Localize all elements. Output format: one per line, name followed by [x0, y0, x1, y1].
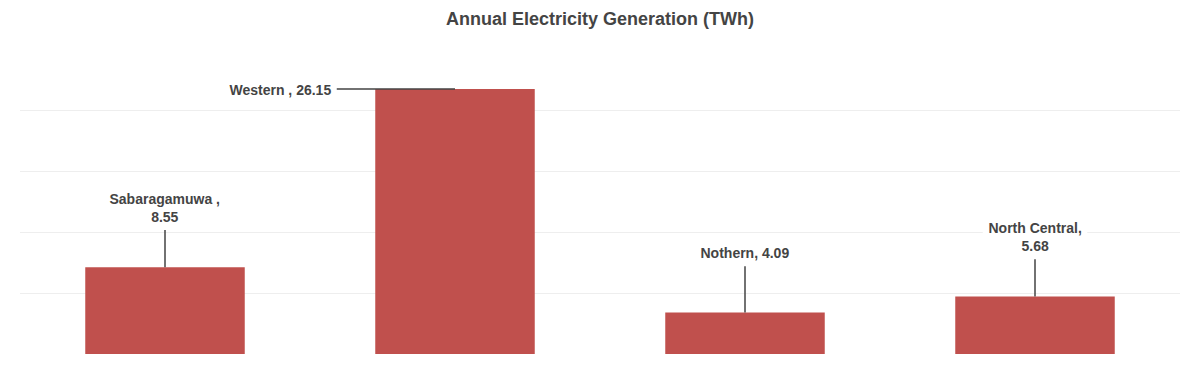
svg-text:Sabaragamuwa ,8.55: Sabaragamuwa ,8.55	[110, 191, 221, 225]
svg-text:Western , 26.15: Western , 26.15	[230, 82, 332, 98]
svg-text:Nothern, 4.09: Nothern, 4.09	[701, 245, 790, 261]
svg-text:North Central,5.68: North Central,5.68	[989, 220, 1082, 254]
svg-text:Annual Electricity Generation: Annual Electricity Generation (TWh)	[446, 9, 754, 29]
